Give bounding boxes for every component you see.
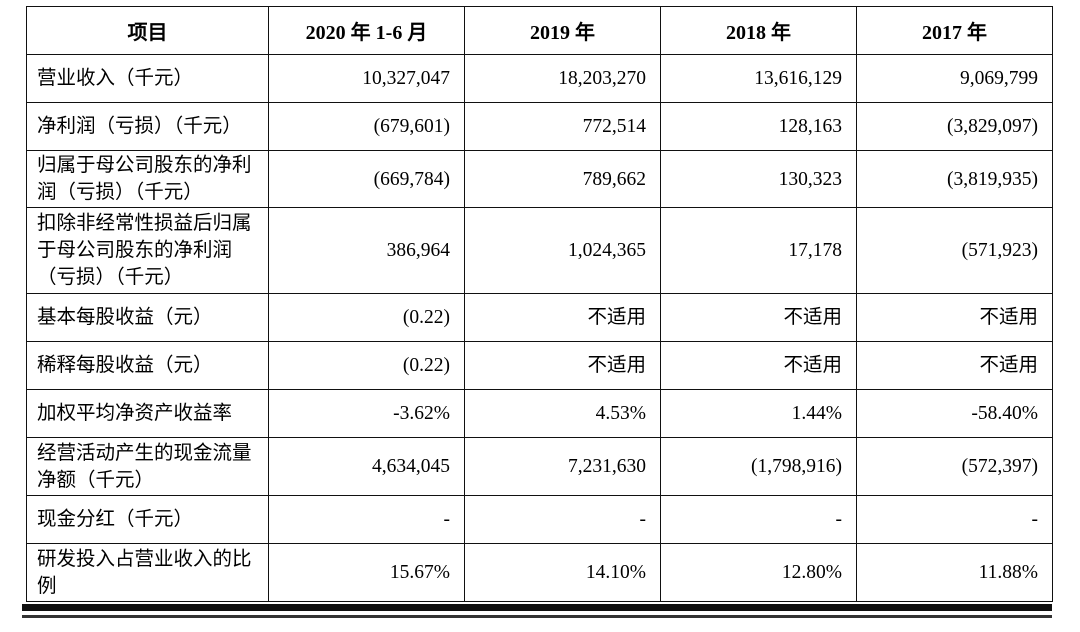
cell-value: 772,514 [464, 102, 661, 151]
row-label: 稀释每股收益（元） [26, 341, 269, 390]
cell-value: (679,601) [268, 102, 465, 151]
cell-value: 10,327,047 [268, 54, 465, 103]
cell-value: 17,178 [660, 207, 857, 294]
cell-value: 不适用 [660, 293, 857, 342]
table-row: 营业收入（千元） 10,327,047 18,203,270 13,616,12… [26, 54, 1053, 103]
cell-value: -58.40% [856, 389, 1053, 438]
row-label: 营业收入（千元） [26, 54, 269, 103]
table-row: 经营活动产生的现金流量净额（千元） 4,634,045 7,231,630 (1… [26, 437, 1053, 496]
row-label: 基本每股收益（元） [26, 293, 269, 342]
cell-value: 789,662 [464, 150, 661, 208]
cell-value: (669,784) [268, 150, 465, 208]
header-2017: 2017 年 [856, 6, 1053, 55]
cell-value: 9,069,799 [856, 54, 1053, 103]
cell-value: 13,616,129 [660, 54, 857, 103]
table-row: 加权平均净资产收益率 -3.62% 4.53% 1.44% -58.40% [26, 389, 1053, 438]
cell-value: -3.62% [268, 389, 465, 438]
table-row: 归属于母公司股东的净利润（亏损）（千元） (669,784) 789,662 1… [26, 150, 1053, 208]
cell-value: 386,964 [268, 207, 465, 294]
cell-value: - [856, 495, 1053, 544]
row-label: 研发投入占营业收入的比例 [26, 543, 269, 602]
header-2018: 2018 年 [660, 6, 857, 55]
cell-value: 不适用 [856, 341, 1053, 390]
row-label: 净利润（亏损）（千元） [26, 102, 269, 151]
header-2019: 2019 年 [464, 6, 661, 55]
header-row: 项目 2020 年 1-6 月 2019 年 2018 年 2017 年 [26, 6, 1053, 55]
cell-value: 128,163 [660, 102, 857, 151]
cell-value: 1,024,365 [464, 207, 661, 294]
cell-value: 1.44% [660, 389, 857, 438]
table-row: 研发投入占营业收入的比例 15.67% 14.10% 12.80% 11.88% [26, 543, 1053, 602]
cell-value: (571,923) [856, 207, 1053, 294]
page-bottom-rule [22, 615, 1052, 618]
financial-table-container: 项目 2020 年 1-6 月 2019 年 2018 年 2017 年 营业收… [26, 6, 1053, 602]
cell-value: 4,634,045 [268, 437, 465, 496]
cell-value: 130,323 [660, 150, 857, 208]
cell-value: 12.80% [660, 543, 857, 602]
cell-value: 7,231,630 [464, 437, 661, 496]
cell-value: (1,798,916) [660, 437, 857, 496]
row-label: 加权平均净资产收益率 [26, 389, 269, 438]
header-item: 项目 [26, 6, 269, 55]
cell-value: 15.67% [268, 543, 465, 602]
row-label: 经营活动产生的现金流量净额（千元） [26, 437, 269, 496]
cell-value: - [660, 495, 857, 544]
cell-value: 不适用 [660, 341, 857, 390]
cell-value: 不适用 [464, 341, 661, 390]
cell-value: 18,203,270 [464, 54, 661, 103]
cell-value: 不适用 [464, 293, 661, 342]
table-row: 扣除非经常性损益后归属于母公司股东的净利润（亏损）（千元） 386,964 1,… [26, 207, 1053, 294]
cell-value: - [268, 495, 465, 544]
table-row: 现金分红（千元） - - - - [26, 495, 1053, 544]
row-label: 归属于母公司股东的净利润（亏损）（千元） [26, 150, 269, 208]
row-label: 扣除非经常性损益后归属于母公司股东的净利润（亏损）（千元） [26, 207, 269, 294]
row-label: 现金分红（千元） [26, 495, 269, 544]
cell-value: (0.22) [268, 293, 465, 342]
cell-value: (572,397) [856, 437, 1053, 496]
cell-value: 11.88% [856, 543, 1053, 602]
cell-value: 不适用 [856, 293, 1053, 342]
cell-value: 4.53% [464, 389, 661, 438]
cell-value: (0.22) [268, 341, 465, 390]
table-row: 稀释每股收益（元） (0.22) 不适用 不适用 不适用 [26, 341, 1053, 390]
table-row: 基本每股收益（元） (0.22) 不适用 不适用 不适用 [26, 293, 1053, 342]
cell-value: 14.10% [464, 543, 661, 602]
header-2020h1: 2020 年 1-6 月 [268, 6, 465, 55]
cell-value: (3,829,097) [856, 102, 1053, 151]
table-row: 净利润（亏损）（千元） (679,601) 772,514 128,163 (3… [26, 102, 1053, 151]
cell-value: (3,819,935) [856, 150, 1053, 208]
cell-value: - [464, 495, 661, 544]
page-bottom-divider [22, 604, 1052, 611]
financial-summary-table: 项目 2020 年 1-6 月 2019 年 2018 年 2017 年 营业收… [26, 6, 1053, 602]
